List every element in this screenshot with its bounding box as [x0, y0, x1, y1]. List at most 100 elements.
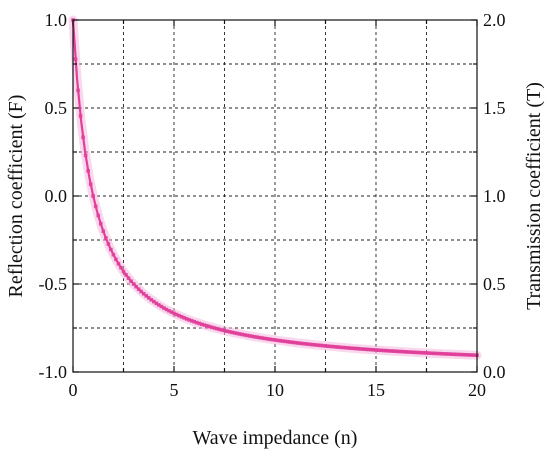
series-point [457, 352, 462, 357]
series-point [341, 345, 345, 350]
series-point [205, 324, 209, 328]
series-point [432, 351, 436, 356]
series-point [129, 279, 133, 283]
series-point [439, 351, 444, 356]
series-point [278, 338, 282, 343]
series-point [293, 340, 297, 345]
series-point [199, 322, 204, 327]
y-tick-label-right: 1.5 [483, 98, 506, 118]
series-point [364, 347, 368, 352]
series-point [427, 351, 431, 355]
series-point [354, 346, 358, 351]
series-point [467, 353, 472, 357]
series-point [217, 327, 222, 332]
series-point [449, 352, 454, 356]
series-point [321, 343, 325, 348]
axis-labels: Wave impedance (n) Reflection coefficien… [5, 10, 545, 449]
series-point [409, 350, 414, 354]
y-tick-label-right: 2.0 [483, 10, 506, 30]
series-point [366, 347, 371, 352]
series-point [346, 346, 351, 350]
axis-ticks [72, 19, 478, 373]
series-point [285, 339, 290, 344]
series-point [462, 352, 467, 357]
series-point [391, 349, 396, 353]
x-tick-label: 20 [468, 380, 486, 400]
series-point [444, 352, 449, 356]
series-point [417, 350, 421, 355]
series-point [303, 342, 308, 346]
series-point [318, 343, 323, 348]
series-point [386, 349, 391, 353]
series-point [295, 341, 300, 345]
series-point [369, 347, 373, 352]
y-axis-left-label: Reflection coefficient (F) [5, 95, 27, 298]
series-point [86, 169, 90, 173]
series-point [227, 329, 232, 334]
series-point [81, 135, 85, 140]
series-point [184, 317, 189, 321]
series-point [316, 343, 320, 347]
series-point [172, 311, 176, 316]
series-point [247, 334, 252, 338]
series-point [472, 353, 477, 357]
series-point [263, 336, 267, 341]
series-point [242, 333, 247, 337]
series-point [104, 236, 108, 240]
series-point [210, 325, 214, 330]
series-point [144, 294, 149, 298]
series-point [232, 331, 237, 335]
series-point [124, 273, 128, 277]
series-point [182, 316, 186, 320]
series-point [222, 328, 227, 333]
series-point [194, 320, 199, 325]
series-point [306, 342, 310, 346]
series-point [275, 338, 280, 343]
series-point [288, 340, 292, 344]
series-point [361, 347, 366, 351]
series-point [237, 332, 242, 336]
series-point [207, 324, 212, 329]
series-point [404, 350, 409, 354]
series-point [429, 351, 434, 356]
series-point [114, 257, 118, 262]
series-point [164, 307, 169, 312]
series-point [76, 88, 80, 93]
series-point [265, 337, 270, 341]
series-point [197, 321, 202, 326]
series-point [116, 261, 121, 266]
series-point [78, 114, 83, 118]
series-point [235, 331, 239, 336]
series-point [371, 348, 376, 352]
series-point [338, 345, 343, 350]
series-point [255, 335, 260, 340]
series-point [434, 351, 439, 356]
series-point [442, 352, 446, 356]
series-point [149, 297, 154, 302]
series-point [215, 326, 219, 331]
series-point [437, 351, 441, 356]
series-point [192, 319, 196, 324]
series-point [268, 337, 272, 342]
y-tick-label-right: 1.0 [483, 186, 506, 206]
series-point [374, 348, 378, 352]
x-tick-label: 0 [69, 380, 78, 400]
series-point [179, 314, 184, 319]
series-point [169, 310, 174, 314]
series-point [351, 346, 356, 351]
series-point [177, 313, 181, 318]
y-axis-right-label: Transmission coefficient (T) [523, 82, 545, 310]
series-point [280, 339, 285, 343]
series-point [384, 348, 388, 353]
series-point [359, 347, 363, 351]
series-point [109, 247, 113, 252]
series-point [460, 352, 464, 357]
series-point [313, 343, 318, 347]
grid [73, 20, 477, 372]
series-point [424, 351, 429, 355]
y-tick-label-right: 0.0 [483, 362, 506, 382]
series-point [83, 153, 88, 158]
series-point [111, 252, 116, 257]
series-point [202, 323, 207, 327]
series-point [290, 340, 295, 345]
